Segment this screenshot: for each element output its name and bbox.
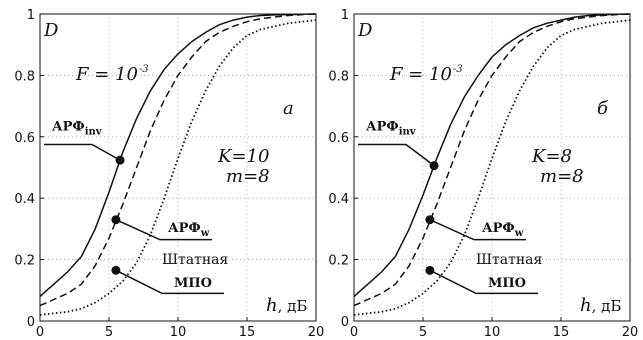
x-tick-label: 5 xyxy=(419,325,427,340)
series-label-sub: inv xyxy=(399,127,417,138)
leader-line xyxy=(429,219,526,241)
y-tick-label: 0.6 xyxy=(14,131,35,146)
x-tick-label: 20 xyxy=(308,325,325,340)
series-line-dashed xyxy=(39,13,317,307)
x-tick-label: 5 xyxy=(105,325,113,340)
series-label-apf-w: АРФw xyxy=(482,221,524,239)
y-tick-label: 0.8 xyxy=(14,69,35,84)
x-tick-label: 20 xyxy=(622,325,639,340)
f-exponent: -3 xyxy=(139,64,149,75)
leader-line xyxy=(358,143,435,167)
y-tick-label: 0.2 xyxy=(328,254,349,269)
x-tick-label: 15 xyxy=(239,325,256,340)
series-line-solid xyxy=(353,13,631,297)
x-axis-var: h xyxy=(580,295,592,316)
series-label-main: АРФ xyxy=(482,221,515,236)
series-label-apf-inv: АРФinv xyxy=(52,120,103,138)
series-label-sub: w xyxy=(514,228,524,239)
x-axis-label: h, дБ xyxy=(266,295,307,316)
x-tick-label: 0 xyxy=(36,325,44,340)
leader-line xyxy=(115,219,212,241)
series-label-main: АРФ xyxy=(168,221,201,236)
series-label-standard: Штатная xyxy=(476,252,542,268)
false-alarm-param: F = 10-3 xyxy=(75,64,149,85)
series-line-dashed xyxy=(353,13,631,307)
series-label-sub: inv xyxy=(85,127,103,138)
series-label-apf-w: АРФw xyxy=(168,221,210,239)
y-tick-label: 0 xyxy=(341,315,349,330)
param-k: K=8 xyxy=(531,146,572,167)
annotation-mpo: МПО xyxy=(488,276,526,291)
y-tick-label: 0 xyxy=(27,315,35,330)
leader-line xyxy=(44,143,121,161)
x-tick-label: 15 xyxy=(553,325,570,340)
f-exponent: -3 xyxy=(453,64,463,75)
series-label-main: АРФ xyxy=(52,120,85,135)
plot-frame xyxy=(353,13,631,322)
param-k: K=10 xyxy=(217,146,269,167)
leader-line xyxy=(429,269,538,295)
param-m: m=8 xyxy=(226,166,270,187)
x-tick-label: 10 xyxy=(484,325,501,340)
series-line-solid xyxy=(39,13,317,297)
y-tick-label: 0.6 xyxy=(328,131,349,146)
f-base: F = 10 xyxy=(389,64,452,85)
x-tick-label: 10 xyxy=(170,325,187,340)
y-tick-label: 1 xyxy=(341,8,349,23)
series-label-standard: Штатная xyxy=(162,252,228,268)
panel-letter: б xyxy=(597,98,609,119)
series-label-sub: w xyxy=(200,228,210,239)
annotation-mpo: МПО xyxy=(174,276,212,291)
panel-b: 0 5 10 15 20 0 0.2 0.4 0.6 0.8 1Dh, дБ F = 10-3 б K=8… xyxy=(328,8,638,340)
series-label-main: АРФ xyxy=(366,120,399,135)
y-tick-label: 0.4 xyxy=(328,192,349,207)
f-base: F = 10 xyxy=(75,64,138,85)
y-tick-label: 0.8 xyxy=(328,69,349,84)
x-axis-label: h, дБ xyxy=(580,295,621,316)
param-m: m=8 xyxy=(540,166,584,187)
y-tick-label: 1 xyxy=(27,8,35,23)
x-tick-label: 0 xyxy=(350,325,358,340)
series-label-apf-inv: АРФinv xyxy=(366,120,417,138)
y-axis-label: D xyxy=(357,20,373,41)
panel-a: 0 5 10 15 20 0 0.2 0.4 0.6 0.8 1Dh, дБ F = 10-3 а K=1… xyxy=(14,8,324,340)
leader-line xyxy=(115,269,224,295)
x-axis-unit: , дБ xyxy=(592,297,622,315)
y-tick-label: 0.2 xyxy=(14,254,35,269)
x-axis-var: h xyxy=(266,295,278,316)
panel-letter: а xyxy=(283,98,294,119)
y-axis-label: D xyxy=(43,20,59,41)
plot-frame xyxy=(39,13,317,322)
false-alarm-param: F = 10-3 xyxy=(389,64,463,85)
x-axis-unit: , дБ xyxy=(278,297,308,315)
y-tick-label: 0.4 xyxy=(14,192,35,207)
